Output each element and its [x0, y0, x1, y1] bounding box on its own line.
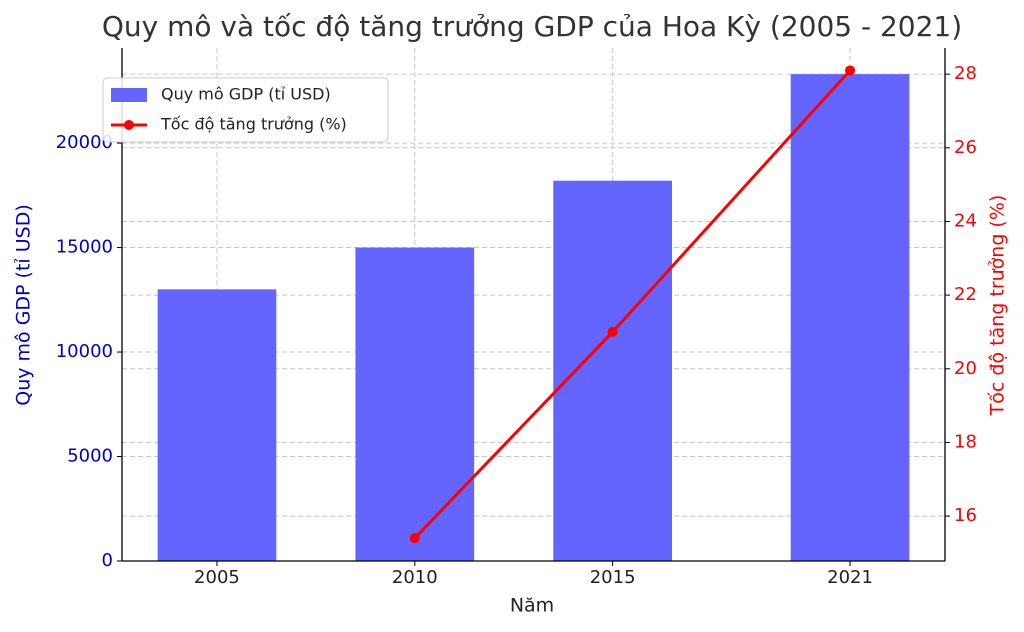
- chart-title: Quy mô và tốc độ tăng trưởng GDP của Hoa…: [102, 10, 962, 43]
- legend-label: Quy mô GDP (tỉ USD): [161, 85, 331, 104]
- y2-tick-label: 18: [954, 431, 977, 452]
- bar: [553, 180, 672, 561]
- y2-tick-label: 20: [954, 358, 977, 379]
- legend-marker: [124, 120, 134, 130]
- y-tick-label: 0: [102, 550, 113, 571]
- x-tick-label: 2021: [827, 567, 873, 588]
- legend-swatch: [111, 88, 147, 102]
- y2-tick-label: 24: [954, 210, 977, 231]
- y-tick-label: 5000: [67, 446, 113, 467]
- marker: [845, 65, 856, 76]
- x-tick-label: 2005: [194, 567, 240, 588]
- marker: [607, 326, 618, 337]
- y-tick-label: 20000: [56, 132, 113, 153]
- x-tick-label: 2010: [392, 567, 438, 588]
- y-tick-label: 10000: [56, 341, 113, 362]
- legend-box: [102, 77, 389, 143]
- y2-tick-label: 16: [954, 505, 977, 526]
- y2-tick-label: 26: [954, 137, 977, 158]
- y-tick-label: 15000: [56, 237, 113, 258]
- y2-tick-label: 22: [954, 284, 977, 305]
- x-axis-label: Năm: [510, 595, 554, 617]
- bar: [790, 74, 910, 561]
- bar: [157, 289, 277, 561]
- y2-tick-label: 28: [954, 63, 977, 84]
- y-axis-label: Quy mô GDP (tỉ USD): [13, 204, 35, 406]
- y2-axis-label: Tốc độ tăng trưởng (%): [987, 195, 1009, 417]
- legend-label: Tốc độ tăng trưởng (%): [160, 115, 347, 134]
- marker: [409, 533, 420, 544]
- bar: [355, 247, 475, 561]
- x-tick-label: 2015: [590, 567, 636, 588]
